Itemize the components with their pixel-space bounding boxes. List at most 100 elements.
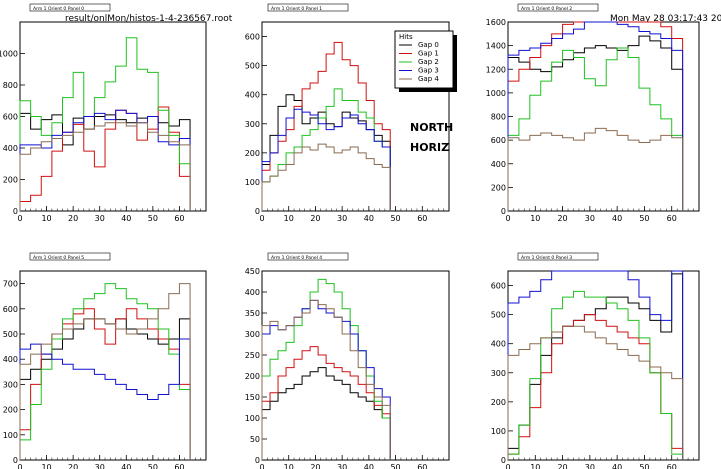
x-tick-label: 60: [667, 463, 677, 469]
x-tick-label: 40: [121, 214, 131, 223]
x-tick-label: 10: [284, 214, 294, 223]
x-tick-label: 50: [390, 214, 400, 223]
x-tick-label: 40: [612, 463, 622, 469]
x-tick-label: 10: [284, 463, 294, 469]
y-tick-label: 800: [3, 81, 18, 90]
legend-entry: Gap 2: [418, 58, 439, 66]
panel-title-box: [517, 252, 599, 261]
y-tick-label: 150: [245, 393, 260, 402]
panel-title: Arm 1 Orient 0 Panel 0: [33, 6, 84, 12]
timestamp-label: Mon May 28 03:17:43 2007: [610, 14, 721, 24]
panel-title: Arm 1 Orient 0 Panel 2: [521, 6, 572, 12]
plot-frame: [507, 21, 700, 212]
y-tick-label: 500: [3, 330, 18, 339]
y-tick-label: 100: [245, 414, 260, 423]
x-tick-label: 0: [17, 214, 22, 223]
y-tick-label: 100: [3, 431, 18, 440]
x-tick-label: 30: [337, 214, 347, 223]
x-tick-label: 0: [505, 214, 510, 223]
series-gap-2: [19, 37, 191, 211]
series-gap-3: [507, 270, 684, 460]
series-gap-3: [261, 108, 391, 211]
legend-entry: Gap 1: [418, 50, 439, 58]
x-tick-label: 50: [639, 463, 649, 469]
panel-title-box: [29, 252, 111, 261]
series-gap-2: [507, 47, 684, 211]
y-tick-label: 600: [3, 305, 18, 314]
y-tick-label: 200: [3, 406, 18, 415]
x-tick-label: 20: [310, 463, 320, 469]
y-tick-label: 200: [245, 149, 260, 158]
y-tick-label: 300: [491, 369, 506, 378]
y-tick-label: 0: [13, 207, 18, 216]
panel-title: Arm 1 Orient 0 Panel 3: [521, 255, 572, 261]
legend-shadow: [453, 35, 457, 92]
series-gap-2: [19, 283, 191, 460]
series-gap-3: [19, 109, 191, 211]
y-tick-label: 50: [250, 435, 260, 444]
y-tick-label: 1600: [486, 18, 506, 27]
x-tick-label: 30: [95, 214, 105, 223]
y-tick-label: 300: [245, 120, 260, 129]
y-tick-label: 400: [3, 144, 18, 153]
legend-entry: Gap 3: [418, 67, 439, 75]
y-tick-label: 600: [3, 113, 18, 122]
plot-frame: [507, 270, 700, 461]
x-tick-label: 0: [17, 463, 22, 469]
annotation-horiz: HORIZ: [410, 141, 449, 154]
x-tick-label: 30: [585, 463, 595, 469]
x-tick-label: 10: [530, 463, 540, 469]
series-gap-4: [19, 122, 191, 211]
x-tick-label: 60: [174, 463, 184, 469]
x-tick-label: 40: [364, 214, 374, 223]
x-tick-label: 10: [530, 214, 540, 223]
series-gap-4: [507, 127, 684, 211]
series-gap-4: [507, 325, 684, 460]
y-tick-label: 400: [3, 355, 18, 364]
plot-frame: [261, 270, 450, 461]
y-tick-label: 500: [491, 311, 506, 320]
x-tick-label: 40: [364, 463, 374, 469]
legend-entry: Gap 0: [418, 41, 439, 49]
panel-title: Arm 1 Orient 0 Panel 5: [33, 255, 84, 261]
series-gap-2: [507, 290, 684, 460]
y-tick-label: 0: [501, 456, 506, 465]
y-tick-label: 0: [501, 207, 506, 216]
y-tick-label: 100: [491, 427, 506, 436]
x-tick-label: 60: [667, 214, 677, 223]
y-tick-label: 200: [491, 398, 506, 407]
y-tick-label: 0: [13, 456, 18, 465]
y-tick-label: 1000: [486, 89, 506, 98]
plot-frame: [19, 270, 207, 461]
y-tick-label: 800: [491, 113, 506, 122]
panel-title-box: [29, 3, 111, 12]
x-tick-label: 0: [505, 463, 510, 469]
y-tick-label: 450: [245, 267, 260, 276]
y-tick-label: 400: [491, 160, 506, 169]
y-tick-label: 1400: [486, 42, 506, 51]
x-tick-label: 30: [337, 463, 347, 469]
x-tick-label: 10: [41, 463, 51, 469]
x-tick-label: 60: [174, 214, 184, 223]
filename-label: result/onlMon/histos-1-4-236567.root: [65, 14, 233, 24]
series-gap-1: [507, 21, 684, 211]
series-gap-1: [19, 106, 191, 211]
y-tick-label: 200: [491, 183, 506, 192]
x-tick-label: 50: [639, 214, 649, 223]
y-tick-label: 400: [491, 340, 506, 349]
y-tick-label: 100: [245, 178, 260, 187]
series-gap-2: [261, 88, 391, 211]
y-tick-label: 250: [245, 351, 260, 360]
x-tick-label: 20: [68, 463, 78, 469]
y-tick-label: 400: [245, 91, 260, 100]
panel-0: Arm 1 Orient 0 Panel 00 10 20 30 40 50 6002004…: [0, 3, 207, 223]
series-gap-0: [507, 35, 684, 211]
y-tick-label: 600: [245, 33, 260, 42]
y-tick-label: 300: [245, 330, 260, 339]
y-tick-label: 350: [245, 309, 260, 318]
panel-title: Arm 1 Orient 0 Panel 4: [271, 255, 322, 261]
series-gap-4: [261, 143, 391, 211]
y-tick-label: 200: [245, 372, 260, 381]
